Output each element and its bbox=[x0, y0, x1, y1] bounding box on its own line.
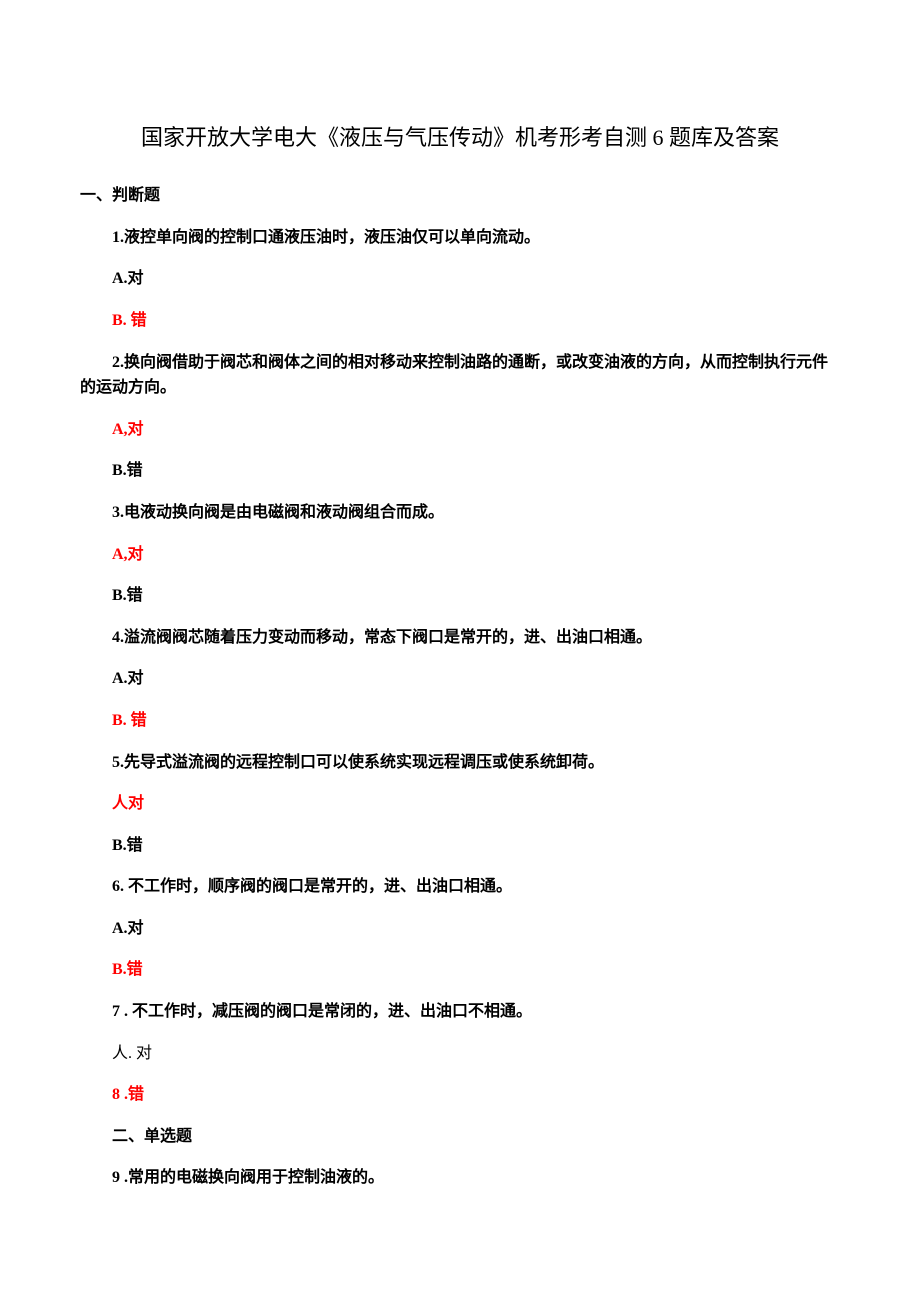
section-heading-2: 二、单选题 bbox=[80, 1124, 840, 1150]
q2-option-a-answer: A,对 bbox=[80, 417, 840, 443]
question-3: 3.电液动换向阀是由电磁阀和液动阀组合而成。 bbox=[80, 500, 840, 526]
q2-option-b: B.错 bbox=[80, 458, 840, 484]
page-title: 国家开放大学电大《液压与气压传动》机考形考自测 6 题库及答案 bbox=[80, 120, 840, 155]
q7-option-a: 人. 对 bbox=[80, 1041, 840, 1067]
q3-option-b: B.错 bbox=[80, 583, 840, 609]
question-5: 5.先导式溢流阀的远程控制口可以使系统实现远程调压或使系统卸荷。 bbox=[80, 750, 840, 776]
question-6: 6. 不工作时，顺序阀的阀口是常开的，进、出油口相通。 bbox=[80, 874, 840, 900]
document-page: 国家开放大学电大《液压与气压传动》机考形考自测 6 题库及答案 一、判断题 1.… bbox=[0, 0, 920, 1267]
question-1: 1.液控单向阀的控制口通液压油时，液压油仅可以单向流动。 bbox=[80, 225, 840, 251]
q7-option-b-answer: 8 .错 bbox=[80, 1082, 840, 1108]
q4-option-a: A.对 bbox=[80, 666, 840, 692]
question-7: 7 . 不工作时，减压阀的阀口是常闭的，进、出油口不相通。 bbox=[80, 999, 840, 1025]
q6-option-a: A.对 bbox=[80, 916, 840, 942]
q4-option-b-answer: B. 错 bbox=[80, 708, 840, 734]
q3-option-a-answer: A,对 bbox=[80, 542, 840, 568]
question-2: 2.换向阀借助于阀芯和阀体之间的相对移动来控制油路的通断，或改变油液的方向，从而… bbox=[80, 350, 840, 401]
section-heading-1: 一、判断题 bbox=[80, 183, 840, 209]
question-9: 9 .常用的电磁换向阀用于控制油液的。 bbox=[80, 1165, 840, 1191]
q5-option-b: B.错 bbox=[80, 833, 840, 859]
q6-option-b-answer: B.错 bbox=[80, 957, 840, 983]
q1-option-a: A.对 bbox=[80, 266, 840, 292]
q5-option-a-answer: 人对 bbox=[80, 791, 840, 817]
question-4: 4.溢流阀阀芯随着压力变动而移动，常态下阀口是常开的，进、出油口相通。 bbox=[80, 625, 840, 651]
q1-option-b-answer: B. 错 bbox=[80, 308, 840, 334]
